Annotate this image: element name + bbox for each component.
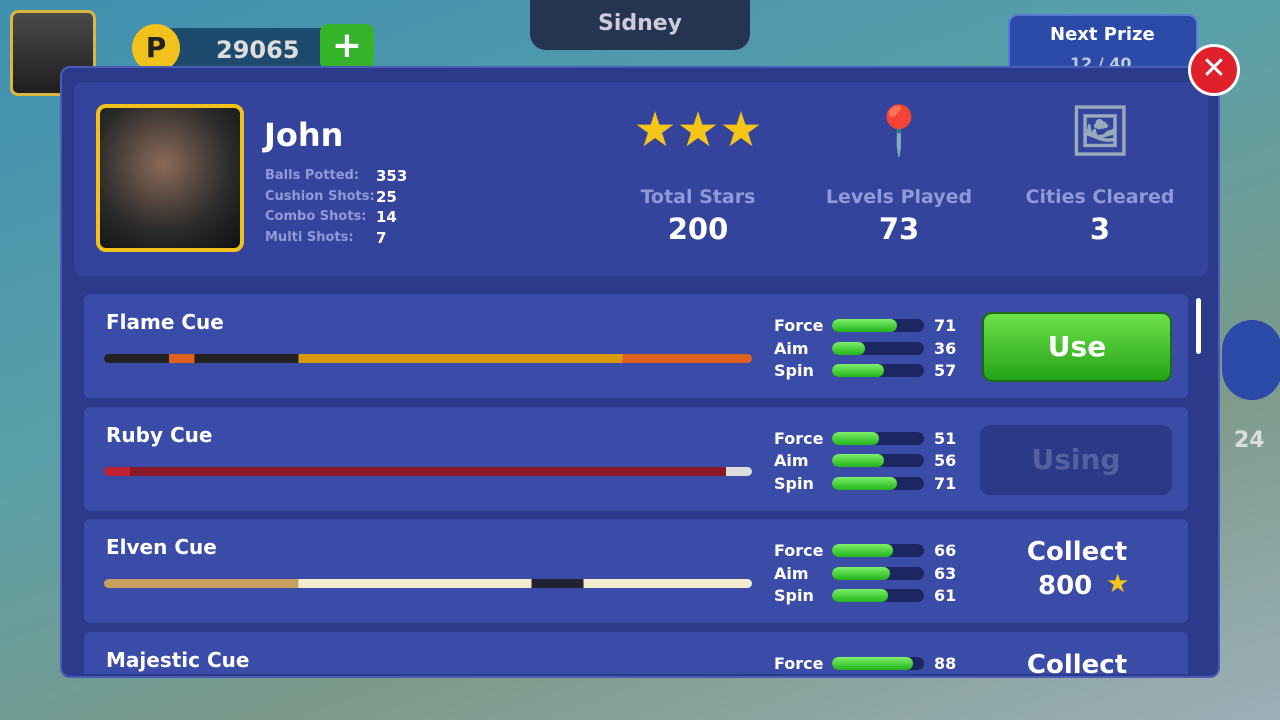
cue-stat-value: 66 bbox=[934, 541, 957, 560]
coin-bar bbox=[150, 28, 330, 72]
cue-stat-label: Aim bbox=[774, 563, 809, 583]
summary-icon: ★★★ bbox=[633, 102, 763, 158]
stat-value: 353 bbox=[376, 167, 408, 185]
scrollbar[interactable] bbox=[1196, 298, 1201, 354]
cue-stat-value: 71 bbox=[934, 473, 957, 493]
stat-label: Combo Shots: bbox=[265, 209, 367, 224]
friend-avatar[interactable] bbox=[1222, 320, 1280, 400]
stat-bar bbox=[832, 656, 913, 670]
summary-value: 200 bbox=[667, 212, 729, 246]
cue-stat-label: Force bbox=[774, 653, 824, 673]
cue-stat-value: 61 bbox=[934, 586, 957, 605]
profile-header: John Balls Potted: 353 Cushion Shots: 25 Com… bbox=[74, 82, 1208, 276]
stat-track bbox=[832, 364, 924, 377]
stat-track bbox=[832, 589, 924, 602]
stat-label: Multi Shots: bbox=[265, 229, 354, 245]
coin-count: 29065 bbox=[216, 36, 300, 64]
summary-value: 3 bbox=[1089, 212, 1111, 246]
stat-value: 7 bbox=[376, 228, 387, 247]
cue-stat-label: Aim bbox=[774, 338, 809, 358]
cue-stat-value: 56 bbox=[934, 451, 957, 470]
stat-label: Cushion Shots: bbox=[265, 188, 375, 204]
cue-stat-label: Force bbox=[774, 541, 824, 560]
using-button: Using bbox=[980, 424, 1172, 495]
stat-bar bbox=[832, 476, 898, 490]
stat-track bbox=[832, 454, 924, 467]
stat-bar bbox=[832, 566, 890, 580]
next-prize-label: Next Prize bbox=[1050, 24, 1155, 45]
cue-name: Elven Cue bbox=[106, 535, 217, 559]
add-coins-button[interactable]: + bbox=[320, 24, 374, 70]
cue-stat-value: 63 bbox=[934, 563, 957, 583]
cue-stat-label: Force bbox=[774, 316, 824, 335]
collect-price: 800 bbox=[1038, 571, 1093, 601]
cue-row: Flame Cue Force 71 Aim 36 Spin 57 Use bbox=[84, 294, 1188, 398]
star-icon: ★ bbox=[1106, 569, 1130, 599]
summary-value: 73 bbox=[878, 212, 920, 246]
stat-track bbox=[832, 656, 924, 670]
stat-track bbox=[832, 319, 924, 332]
cue-row: Ruby Cue Force 51 Aim 56 Spin 71 Using bbox=[84, 406, 1188, 511]
summary-label: Total Stars bbox=[640, 186, 756, 208]
cue-image bbox=[104, 354, 752, 363]
cue-row: Majestic Cue Force 88 Collect bbox=[84, 631, 1188, 675]
cue-list: Flame Cue Force 71 Aim 36 Spin 57 Use Ruby Cue Fo… bbox=[84, 294, 1188, 674]
stat-bar bbox=[832, 364, 885, 377]
friend-count: 24 bbox=[1234, 428, 1265, 453]
stat-label: Balls Potted: bbox=[265, 168, 360, 183]
use-button[interactable]: Use bbox=[982, 312, 1172, 382]
stat-track bbox=[832, 341, 924, 355]
cue-stat-label: Spin bbox=[774, 361, 814, 380]
stat-bar bbox=[832, 454, 884, 467]
city-name: Sidney bbox=[530, 0, 750, 50]
cue-stat-label: Aim bbox=[774, 451, 809, 470]
stat-track bbox=[832, 476, 924, 490]
player-avatar[interactable] bbox=[10, 10, 96, 96]
stat-bar bbox=[832, 544, 893, 557]
close-button[interactable]: ✕ bbox=[1188, 44, 1240, 96]
summary-label: Cities Cleared bbox=[1025, 186, 1175, 208]
stat-bar bbox=[832, 319, 898, 332]
cue-stat-value: 88 bbox=[934, 653, 957, 673]
stat-value: 25 bbox=[376, 187, 397, 206]
cue-image bbox=[104, 466, 752, 476]
cue-stat-value: 36 bbox=[934, 338, 957, 358]
coin-icon: P bbox=[132, 24, 180, 72]
stat-track bbox=[832, 566, 924, 580]
stat-bar bbox=[832, 341, 866, 355]
summary-icon: 🖼 bbox=[1069, 103, 1131, 159]
cue-name: Ruby Cue bbox=[106, 422, 213, 447]
stat-track bbox=[832, 544, 924, 557]
cue-stat-label: Spin bbox=[774, 473, 814, 493]
profile-panel: John Balls Potted: 353 Cushion Shots: 25 Com… bbox=[60, 66, 1220, 678]
cue-stat-value: 51 bbox=[934, 428, 957, 448]
cue-stat-label: Force bbox=[774, 428, 824, 448]
cue-stat-label: Spin bbox=[774, 586, 814, 605]
stat-bar bbox=[832, 589, 889, 602]
summary-label: Levels Played bbox=[825, 186, 973, 208]
stat-bar bbox=[832, 431, 879, 445]
stat-track bbox=[832, 431, 924, 445]
cue-row: Elven Cue Force 66 Aim 63 Spin 61 Collect 800 ★ bbox=[84, 519, 1188, 623]
cue-stat-value: 71 bbox=[934, 316, 957, 335]
player-name: John bbox=[264, 116, 344, 154]
cue-name: Majestic Cue bbox=[106, 647, 250, 672]
stat-value: 14 bbox=[376, 208, 397, 226]
collect-button[interactable]: Collect bbox=[1026, 537, 1128, 567]
cue-image bbox=[104, 579, 752, 588]
profile-avatar bbox=[96, 104, 244, 252]
cue-name: Flame Cue bbox=[106, 310, 224, 334]
summary-icon: 📍 bbox=[869, 103, 929, 159]
collect-button[interactable]: Collect bbox=[1026, 649, 1128, 675]
cue-stat-value: 57 bbox=[934, 361, 957, 380]
